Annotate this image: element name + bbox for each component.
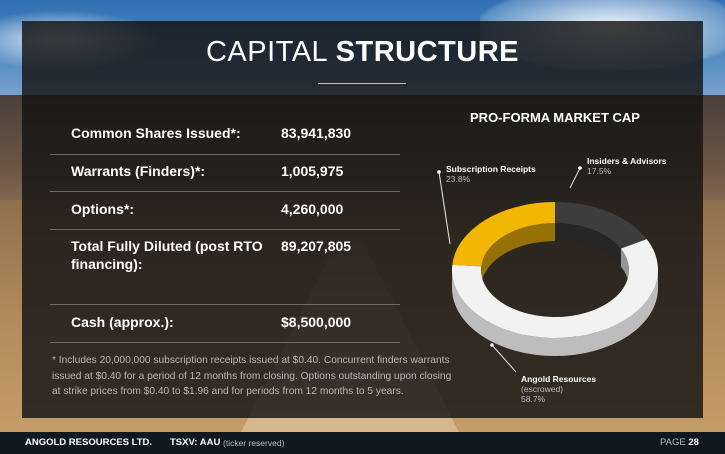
row-label-fully-diluted: Total Fully Diluted (post RTO financing)… (71, 238, 263, 272)
row-divider (50, 229, 400, 230)
leader-line-insiders (569, 167, 581, 189)
chart-label-insiders-advisors: Insiders & Advisors 17.5% (587, 156, 667, 176)
chart-label-angold-resources: Angold Resources (escrowed) 58.7% (521, 374, 596, 404)
row-value-warrants: 1,005,975 (281, 163, 344, 179)
slice-name: Insiders & Advisors (587, 156, 667, 166)
slice-percent: 23.8% (446, 174, 471, 184)
row-label-warrants: Warrants (Finders)*: (71, 163, 206, 179)
row-divider (50, 191, 400, 192)
slice-percent: 58.7% (521, 394, 546, 404)
slide-title-bold: STRUCTURE (335, 36, 520, 68)
footer-bar (0, 432, 725, 454)
footer-company: ANGOLD RESOURCES LTD. (25, 437, 153, 448)
slide-title-light: CAPITAL (205, 36, 336, 68)
leader-dot (490, 343, 494, 347)
leader-dot (437, 170, 441, 174)
chart-label-subscription-receipts: Subscription Receipts 23.8% (446, 164, 536, 184)
leader-line-subscription (438, 171, 451, 245)
page-label: PAGE (660, 437, 686, 448)
donut-slice-insiders-advisors (555, 202, 647, 249)
chart-title: PRO-FORMA MARKET CAP (470, 110, 640, 125)
row-divider (50, 154, 400, 155)
slide-title: CAPITAL STRUCTURE (0, 36, 725, 69)
slice-name: Subscription Receipts (446, 164, 536, 174)
footer-ticker: TSXV: AAU (170, 437, 221, 448)
row-value-options: 4,260,000 (281, 201, 344, 217)
slice-name: Angold Resources (521, 374, 597, 384)
row-divider (50, 304, 400, 305)
footer-ticker-note: (ticker reserved) (223, 438, 285, 448)
page-number-value: 28 (688, 437, 699, 448)
donut-slice-inner-wall (481, 223, 555, 285)
page-number: PAGE 28 (660, 437, 699, 448)
donut-slice-inner-wall (620, 248, 629, 288)
donut-slice-inner-wall (555, 223, 621, 267)
market-cap-donut-chart (437, 166, 658, 373)
row-label-options: Options*: (71, 201, 134, 217)
leader-dot (578, 166, 582, 170)
slice-sublabel: (escrowed) (521, 384, 564, 394)
donut-slice-angold-resources (451, 239, 658, 338)
donut-slice-outer-wall (452, 270, 658, 356)
donut-slice-subscription-receipts (452, 202, 555, 267)
footnote: * Includes 20,000,000 subscription recei… (52, 355, 452, 397)
row-value-cash: $8,500,000 (281, 314, 352, 330)
leader-line-angold (491, 344, 517, 373)
row-label-cash: Cash (approx.): (71, 314, 174, 330)
slice-percent: 17.5% (587, 166, 612, 176)
row-value-fully-diluted: 89,207,805 (281, 238, 352, 254)
row-label-common-shares: Common Shares Issued*: (71, 125, 241, 141)
row-value-common-shares: 83,941,830 (281, 125, 352, 141)
title-divider (318, 83, 406, 84)
row-divider (50, 342, 400, 343)
